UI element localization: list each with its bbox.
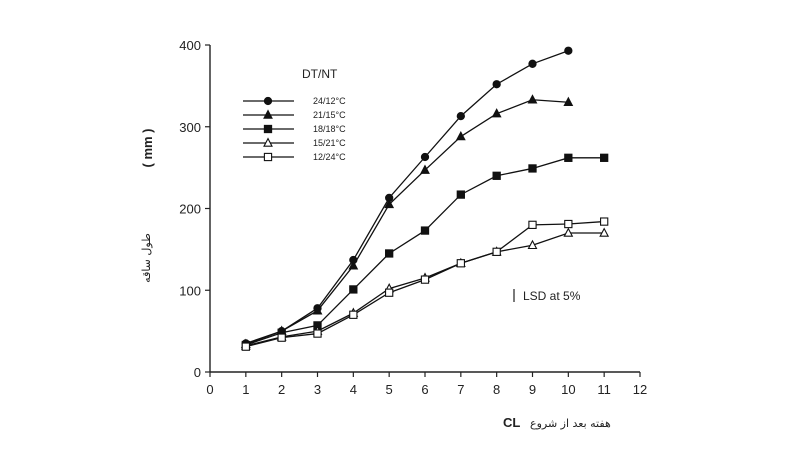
legend-title: DT/NT [302,67,338,81]
legend-label: 21/15°C [313,110,346,120]
y-tick-label: 400 [179,38,201,53]
y-tick-label: 300 [179,120,201,135]
data-point [349,285,358,294]
data-point [563,227,574,237]
y-axis-label: طول ساقه [140,233,153,283]
data-point [263,109,273,119]
data-point [528,59,537,68]
legend-label: 24/12°C [313,96,346,106]
x-tick-label: 5 [386,382,393,397]
series-line [245,220,605,348]
series-line [245,99,569,345]
x-tick-label: 2 [278,382,285,397]
x-tick-label: 1 [242,382,249,397]
data-point [563,96,574,106]
series-line [245,50,569,345]
series [241,153,609,350]
data-point [492,247,501,256]
y-tick-label: 0 [194,365,201,380]
y-tick-label: 200 [179,202,201,217]
data-point [528,220,537,229]
x-axis-title: CL هفته بعد از شروع [503,415,611,430]
x-tick-label: 6 [421,382,428,397]
data-point [527,239,538,250]
data-point [564,153,573,162]
data-point [384,198,395,209]
data-point [527,94,538,104]
data-point [528,164,537,173]
data-point [349,310,358,319]
series-line [245,157,605,346]
data-point [241,342,250,351]
data-point [599,227,610,237]
data-point [420,164,430,174]
data-point [456,190,465,199]
legend-item: 15/21°C [243,137,346,148]
data-point [313,329,322,338]
data-point [348,260,359,270]
data-point [491,108,502,118]
legend-label: 15/21°C [313,138,346,148]
data-point [263,124,273,134]
x-tick-label: 0 [206,382,213,397]
data-point [312,305,323,315]
legend: DT/NT 24/12°C 21/15°C 18/18°C 15/21°C 12/24°… [243,67,346,162]
x-tick-label: 12 [633,382,647,397]
legend-item: 24/12°C [243,96,346,106]
data-point [277,333,286,342]
data-point [455,130,466,141]
data-point [385,288,394,297]
data-point [263,96,273,106]
data-point [564,219,573,229]
x-tick-label: 9 [529,382,536,397]
x-tick-label: 4 [350,382,357,397]
data-point [492,171,501,180]
series-layer [240,46,610,351]
x-tick-label: 11 [597,382,611,397]
data-point [492,80,501,89]
data-point [385,249,394,258]
data-point [456,259,465,268]
data-point [600,217,609,226]
legend-item: 21/15°C [243,109,346,120]
series [241,217,609,351]
data-point [456,111,465,121]
x-tick-label: 10 [561,382,575,397]
legend-item: 12/24°C [243,152,346,162]
data-point [600,153,609,162]
y-axis-title: ( mm ) طول ساقه [140,129,155,283]
data-point [263,152,273,162]
legend-item: 18/18°C [243,124,346,134]
y-tick-label: 100 [179,283,201,298]
data-point [420,152,430,162]
legend-label: 12/24°C [313,152,346,162]
legend-items: 24/12°C 21/15°C 18/18°C 15/21°C 12/24°C [243,96,346,162]
y-axis-unit: ( mm ) [140,129,155,168]
data-point [420,275,430,284]
data-point [564,46,573,55]
series [240,94,574,348]
x-tick-label: 3 [314,382,321,397]
x-axis-label-fa: هفته بعد از شروع [530,417,611,430]
x-axis-label-en: CL [503,415,520,430]
data-point [420,226,430,235]
data-point [263,137,273,147]
legend-label: 18/18°C [313,124,346,134]
x-tick-label: 8 [493,382,500,397]
lsd-label: LSD at 5% [523,289,581,303]
x-tick-label: 7 [457,382,464,397]
lsd-annotation: LSD at 5% [513,289,581,303]
